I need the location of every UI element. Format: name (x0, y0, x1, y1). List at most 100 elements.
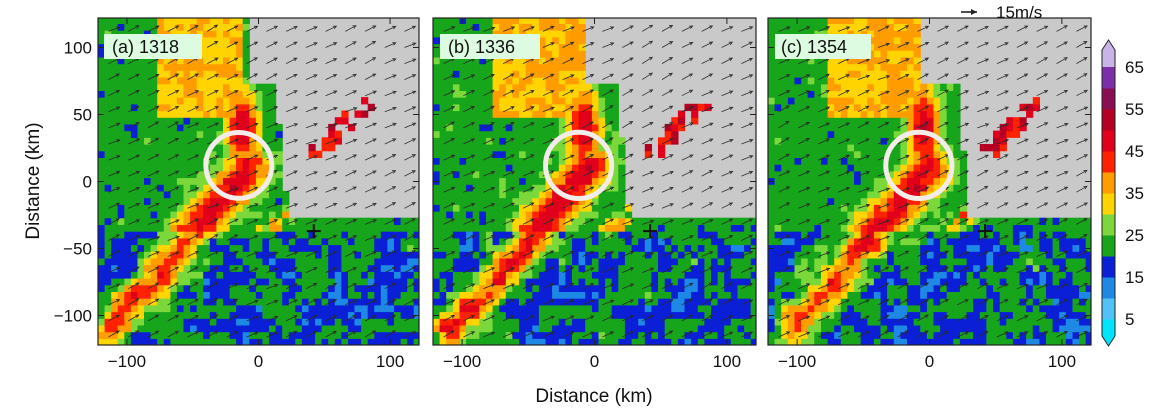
reflectivity-cell (209, 103, 217, 112)
reflectivity-cell (439, 251, 447, 259)
reflectivity-cell (472, 190, 480, 199)
reflectivity-cell (472, 298, 480, 306)
reflectivity-cell (295, 231, 303, 239)
reflectivity-cell (387, 278, 395, 286)
reflectivity-cell (492, 90, 500, 98)
reflectivity-cell (545, 97, 553, 105)
reflectivity-cell (591, 231, 600, 239)
wind-vector-head (530, 170, 535, 175)
reflectivity-cell (605, 117, 613, 125)
reflectivity-cell (124, 23, 132, 31)
reflectivity-cell (407, 331, 415, 339)
wind-vector (404, 234, 416, 241)
reflectivity-cell (572, 123, 580, 132)
reflectivity-cell (209, 224, 217, 232)
reflectivity-cell (176, 77, 185, 85)
wind-vector-head (333, 107, 338, 111)
reflectivity-cell (361, 244, 369, 252)
reflectivity-cell (598, 190, 606, 199)
reflectivity-cell (216, 150, 224, 158)
wind-vector-head (648, 56, 654, 61)
wind-vector-head (313, 139, 319, 143)
wind-vector-head (333, 139, 338, 143)
reflectivity-cell (216, 63, 224, 71)
wind-vector-head (213, 24, 219, 29)
reflectivity-cell (334, 117, 342, 125)
reflectivity-cell (558, 224, 567, 232)
reflectivity-cell (505, 304, 514, 313)
reflectivity-cell (255, 304, 264, 313)
reflectivity-cell (774, 251, 782, 259)
reflectivity-cell (361, 97, 369, 105)
reflectivity-cell (176, 30, 185, 38)
wind-vector-head (411, 299, 417, 303)
reflectivity-cell (321, 278, 329, 286)
wind-vector (404, 25, 416, 32)
wind-vector-head (254, 25, 259, 30)
reflectivity-cell (255, 157, 264, 165)
reflectivity-cell (585, 150, 593, 158)
reflectivity-cell (98, 324, 106, 333)
reflectivity-cell (170, 130, 178, 138)
reflectivity-cell (104, 164, 112, 172)
reflectivity-cell (512, 123, 520, 132)
reflectivity-cell (209, 211, 217, 219)
reflectivity-cell (505, 271, 514, 279)
wind-vector-head (550, 90, 555, 94)
reflectivity-cell (538, 257, 547, 266)
wind-vector (503, 138, 515, 145)
reflectivity-cell (768, 224, 776, 232)
reflectivity-cell (190, 291, 198, 299)
reflectivity-cell (249, 284, 257, 292)
reflectivity-cell (446, 197, 454, 205)
reflectivity-cell (223, 117, 231, 125)
reflectivity-cell (591, 304, 600, 313)
reflectivity-cell (512, 271, 520, 279)
reflectivity-cell (479, 177, 487, 185)
wind-vector-head (689, 186, 694, 191)
reflectivity-cell (275, 291, 283, 299)
wind-vector-head (115, 314, 121, 319)
reflectivity-cell (262, 331, 270, 339)
reflectivity-cell (433, 324, 441, 333)
wind-vector (285, 57, 297, 64)
wind-vector (226, 171, 239, 177)
reflectivity-cell (704, 298, 712, 306)
reflectivity-cell (242, 304, 250, 313)
reflectivity-cell (711, 217, 719, 225)
reflectivity-cell (459, 117, 467, 125)
reflectivity-cell (671, 224, 679, 232)
reflectivity-cell (724, 278, 732, 286)
reflectivity-cell (651, 264, 659, 272)
reflectivity-cell (697, 271, 706, 279)
reflectivity-cell (328, 271, 336, 279)
reflectivity-cell (499, 177, 507, 185)
reflectivity-cell (176, 251, 185, 259)
reflectivity-cell (183, 130, 191, 138)
reflectivity-cell (781, 150, 789, 158)
wind-vector-head (372, 267, 377, 271)
reflectivity-cell (452, 18, 461, 24)
reflectivity-cell (328, 264, 336, 272)
reflectivity-cell (505, 70, 514, 78)
reflectivity-cell (466, 291, 474, 299)
reflectivity-cell (459, 130, 467, 138)
reflectivity-cell (744, 291, 752, 299)
wind-vector (562, 57, 574, 64)
wind-vector-head (689, 282, 694, 287)
wind-vector-head (728, 57, 734, 62)
reflectivity-cell (439, 284, 447, 292)
wind-vector (108, 106, 120, 113)
wind-vector (701, 315, 713, 322)
reflectivity-cell (717, 338, 725, 345)
reflectivity-cell (111, 271, 119, 279)
reflectivity-cell (459, 184, 467, 192)
wind-vector-head (352, 202, 358, 207)
reflectivity-cell (519, 264, 527, 272)
reflectivity-cell (223, 150, 231, 158)
wind-vector (226, 283, 239, 290)
wind-vector-head (174, 137, 180, 142)
reflectivity-cell (691, 324, 699, 333)
wind-vector-head (155, 251, 160, 255)
wind-vector (325, 187, 337, 193)
